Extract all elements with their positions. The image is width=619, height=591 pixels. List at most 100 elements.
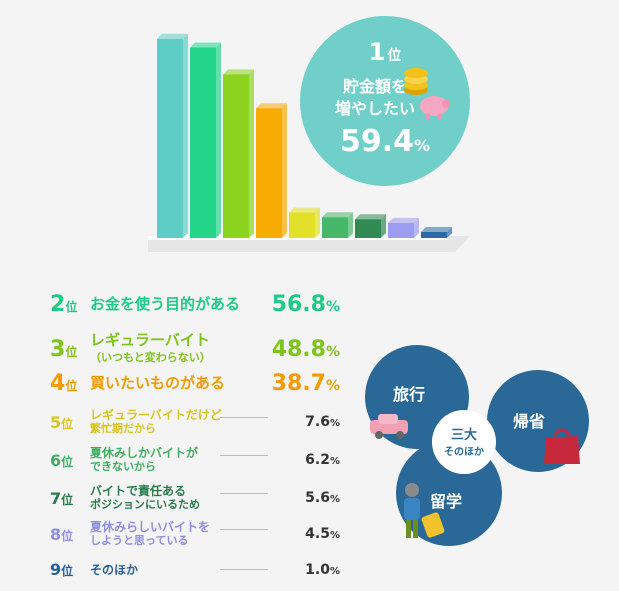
bar-front (289, 212, 315, 238)
rank-percentage: 5.6% (305, 490, 340, 506)
rank-pct-number: 48.8 (271, 336, 326, 362)
rank-label: レギュラーバイト （いつもと変わらない） (90, 332, 211, 366)
ranking-row: 9位 そのほか 1.0% (50, 560, 340, 579)
top-rank-suffix: 位 (387, 48, 402, 64)
bar-side (282, 103, 287, 239)
rank-suffix: 位 (65, 379, 78, 393)
rank-label-main: バイトで責任ある (90, 484, 187, 498)
rank-label: 夏休みしかバイトが できないから (90, 446, 198, 474)
homecoming-circle: 帰省 (487, 370, 589, 472)
ranking-row: 5位 レギュラーバイトだけど 繁忙期だから 7.6% (50, 408, 340, 436)
bar-side (348, 212, 353, 238)
rank-digit: 9 (50, 560, 62, 579)
top-percentage: 59.4% (300, 124, 470, 159)
rank-digit: 3 (50, 336, 66, 362)
rank-pct-number: 7.6 (305, 414, 330, 430)
rank-suffix: 位 (61, 564, 74, 578)
rank-suffix: 位 (65, 344, 78, 359)
rank-label: お金を使う目的がある (90, 296, 240, 313)
rank-pct-number: 6.2 (305, 452, 330, 468)
rank-pct-unit: % (325, 299, 340, 315)
rank-percentage: 38.7% (272, 371, 340, 396)
leader-line (220, 569, 268, 570)
rank-pct-unit: % (329, 418, 340, 429)
rank-label: バイトで責任ある ポジションにいるため (90, 484, 200, 512)
study-abroad-label: 留学 (430, 492, 463, 511)
bar-top (322, 212, 353, 218)
rank-suffix: 位 (61, 416, 74, 431)
rank-digit: 6 (50, 450, 62, 470)
bar-side (381, 214, 386, 238)
rank-digit: 7 (50, 488, 62, 508)
rank-percentage: 1.0% (305, 562, 340, 578)
car-icon (370, 414, 408, 439)
bar-top (289, 207, 320, 213)
rank-number: 7位 (50, 489, 90, 508)
bar-front (355, 219, 381, 238)
rank-pct-number: 4.5 (305, 526, 330, 542)
rank-label-sub: しようと思っている (90, 534, 189, 547)
rank-label: 買いたいものがある (90, 375, 225, 392)
bar (223, 69, 254, 238)
rank-digit: 8 (50, 524, 62, 544)
leader-line (220, 493, 268, 494)
ranking-row: 4位 買いたいものがある 38.7% (50, 371, 340, 396)
rank-percentage: 56.8% (272, 292, 340, 317)
top-rank-number: 1 (368, 38, 386, 66)
bar-top (421, 227, 452, 232)
rank-label-main: 買いたいものがある (90, 374, 226, 392)
rank-percentage: 6.2% (305, 452, 340, 468)
ranking-row: 3位 レギュラーバイト （いつもと変わらない） 48.8% (50, 332, 340, 366)
rank-pct-unit: % (325, 343, 340, 360)
rank-pct-unit: % (329, 456, 340, 467)
bar-side (249, 69, 254, 238)
rank-label-main: そのほか (90, 562, 139, 577)
rank-label-main: 夏休みらしいバイトを (90, 520, 211, 534)
ranking-row: 8位 夏休みらしいバイトを しようと思っている 4.5% (50, 520, 340, 548)
top-label-line1: 貯金額を (342, 77, 407, 96)
leader-line (220, 529, 268, 530)
rank-label-sub: ポジションにいるため (90, 498, 200, 511)
rank-percentage: 4.5% (305, 526, 340, 542)
rank-pct-unit: % (329, 530, 340, 541)
rank-label-sub: （いつもと変わらない） (90, 351, 211, 364)
top-pct-unit: % (414, 136, 431, 155)
rank-pct-unit: % (325, 378, 340, 394)
rank-percentage: 7.6% (305, 414, 340, 430)
bar (289, 207, 320, 238)
rank-label: レギュラーバイトだけど 繁忙期だから (90, 408, 222, 436)
bar-top (388, 217, 419, 223)
rank-number: 9位 (50, 560, 90, 579)
rank-pct-number: 5.6 (305, 490, 330, 506)
bar-side (216, 42, 221, 238)
rank-number: 8位 (50, 525, 90, 544)
homecoming-label: 帰省 (513, 412, 546, 431)
rank-digit: 2 (50, 292, 66, 317)
bar (256, 103, 287, 239)
bar-front (421, 232, 447, 238)
rank-suffix: 位 (61, 492, 74, 507)
rank-pct-number: 38.7 (271, 371, 326, 396)
bar (190, 42, 221, 238)
rank-label: 夏休みらしいバイトを しようと思っている (90, 520, 210, 548)
rank-pct-unit: % (329, 494, 340, 505)
bar-front (256, 108, 282, 239)
bar (388, 217, 419, 238)
rank-percentage: 48.8% (272, 337, 340, 362)
bar-side (447, 227, 452, 238)
rank-number: 6位 (50, 451, 90, 470)
leader-line (220, 417, 268, 418)
bar-side (315, 207, 320, 238)
bar-side (414, 217, 419, 238)
rank-suffix: 位 (61, 528, 74, 543)
bar (355, 214, 386, 238)
ranking-row: 7位 バイトで責任ある ポジションにいるため 5.6% (50, 484, 340, 512)
rank-label-main: お金を使う目的がある (90, 295, 241, 313)
bar (322, 212, 353, 238)
center-circle: 三大 そのほか (432, 410, 496, 474)
rank-number: 5位 (50, 413, 90, 432)
bar-side (183, 33, 188, 238)
ranking-row: 6位 夏休みしかバイトが できないから 6.2% (50, 446, 340, 474)
